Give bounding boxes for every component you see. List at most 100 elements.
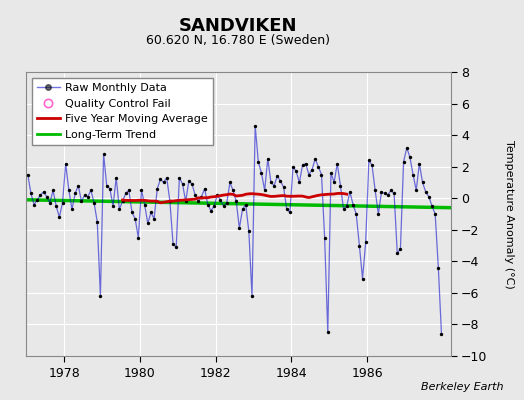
Point <box>200 186 209 192</box>
Point <box>112 174 121 181</box>
Point <box>213 192 222 198</box>
Point <box>71 190 79 197</box>
Point <box>131 216 139 222</box>
Point <box>396 246 405 252</box>
Point <box>371 187 379 194</box>
Point <box>260 187 269 194</box>
Point <box>204 201 212 208</box>
Point <box>282 206 291 212</box>
Point <box>238 206 247 212</box>
Point <box>368 162 376 168</box>
Point <box>81 192 89 198</box>
Y-axis label: Temperature Anomaly (°C): Temperature Anomaly (°C) <box>504 140 514 288</box>
Point <box>336 182 345 189</box>
Point <box>248 293 256 299</box>
Point <box>175 174 183 181</box>
Point <box>137 187 146 194</box>
Point <box>125 187 133 194</box>
Point <box>223 200 231 206</box>
Point <box>377 189 386 195</box>
Point <box>36 192 45 198</box>
Point <box>292 168 300 174</box>
Point <box>393 250 401 257</box>
Point <box>352 211 361 217</box>
Point <box>409 171 417 178</box>
Point <box>156 176 165 182</box>
Point <box>406 154 414 160</box>
Point <box>390 190 398 197</box>
Point <box>304 171 313 178</box>
Point <box>58 200 67 206</box>
Point <box>264 156 272 162</box>
Point <box>298 162 307 168</box>
Point <box>181 198 190 204</box>
Point <box>197 194 205 200</box>
Point <box>68 206 76 212</box>
Point <box>103 182 111 189</box>
Point <box>358 276 367 282</box>
Point <box>55 214 63 220</box>
Point <box>27 190 35 197</box>
Point <box>402 144 411 151</box>
Point <box>140 201 149 208</box>
Point <box>324 329 332 336</box>
Text: SANDVIKEN: SANDVIKEN <box>179 17 298 35</box>
Point <box>30 201 38 208</box>
Point <box>418 179 427 186</box>
Point <box>349 201 357 208</box>
Point <box>314 164 322 170</box>
Point <box>267 179 275 186</box>
Point <box>49 187 57 194</box>
Point <box>415 160 423 167</box>
Point <box>207 208 215 214</box>
Point <box>343 203 351 209</box>
Point <box>245 228 253 234</box>
Point <box>172 244 180 250</box>
Point <box>178 181 187 187</box>
Point <box>308 167 316 173</box>
Point <box>87 187 95 194</box>
Point <box>232 198 241 204</box>
Point <box>166 198 174 204</box>
Point <box>235 225 244 231</box>
Point <box>333 160 342 167</box>
Point <box>153 186 161 192</box>
Point <box>96 293 105 299</box>
Point <box>437 331 445 337</box>
Point <box>340 206 348 212</box>
Point <box>109 203 117 209</box>
Point <box>39 189 48 195</box>
Point <box>327 170 335 176</box>
Text: Berkeley Earth: Berkeley Earth <box>421 382 503 392</box>
Point <box>362 239 370 246</box>
Point <box>229 187 237 194</box>
Point <box>355 242 364 249</box>
Point <box>74 182 82 189</box>
Point <box>270 182 278 189</box>
Point <box>64 187 73 194</box>
Point <box>77 198 85 204</box>
Point <box>84 194 92 200</box>
Point <box>279 184 288 190</box>
Point <box>257 170 266 176</box>
Point <box>295 179 303 186</box>
Point <box>251 122 259 129</box>
Point <box>216 197 225 203</box>
Point <box>106 186 114 192</box>
Point <box>188 181 196 187</box>
Point <box>169 241 177 247</box>
Point <box>162 174 171 181</box>
Point <box>147 209 155 216</box>
Point <box>399 159 408 165</box>
Legend: Raw Monthly Data, Quality Control Fail, Five Year Moving Average, Long-Term Tren: Raw Monthly Data, Quality Control Fail, … <box>32 78 213 145</box>
Point <box>384 192 392 198</box>
Point <box>276 178 285 184</box>
Point <box>301 160 310 167</box>
Point <box>387 187 395 194</box>
Point <box>434 264 442 271</box>
Point <box>144 220 152 227</box>
Point <box>428 203 436 209</box>
Point <box>286 209 294 216</box>
Point <box>412 187 420 194</box>
Point <box>42 194 51 200</box>
